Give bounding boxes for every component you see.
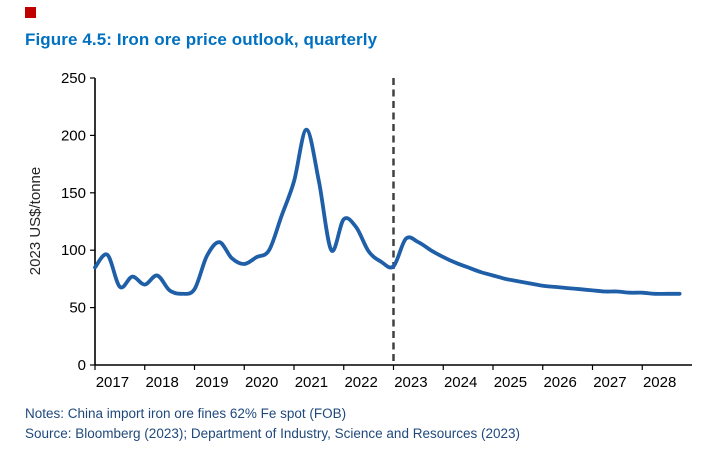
y-axis-title: 2023 US$/tonne	[27, 167, 44, 275]
y-tick-label: 200	[61, 127, 86, 144]
y-tick-label: 100	[61, 242, 86, 259]
y-tick-label: 250	[61, 70, 86, 87]
x-tick-label: 2028	[643, 374, 676, 391]
chart-layers: 0 50 100 150 200 250 2017 2018 2019 2020 2021 2022 2…	[61, 70, 692, 391]
figure-title: Figure 4.5: Iron ore price outlook, quar…	[25, 30, 378, 49]
x-tick-label: 2025	[494, 374, 527, 391]
x-tick-label: 2017	[96, 374, 129, 391]
source-line: Source: Bloomberg (2023); Department of …	[25, 426, 521, 441]
chart-canvas: 2023 US$/tonne 0 50 100 150 200 250 2017 2018 20…	[27, 70, 692, 391]
x-tick-label: 2022	[344, 374, 377, 391]
chart-footer: Notes: China import iron ore fines 62% F…	[25, 404, 520, 444]
notes-line: Notes: China import iron ore fines 62% F…	[25, 406, 347, 421]
x-tick-label: 2026	[543, 374, 576, 391]
x-tick-label: 2027	[593, 374, 626, 391]
iron-ore-price-chart: 2023 US$/tonne 0 50 100 150 200 250 2017 2018 20…	[25, 68, 697, 400]
price-line	[93, 127, 682, 296]
x-tick-label: 2021	[295, 374, 328, 391]
x-tick-label: 2023	[394, 374, 427, 391]
x-tick-label: 2020	[245, 374, 278, 391]
y-tick-label: 150	[61, 185, 86, 202]
x-tick-label: 2019	[195, 374, 228, 391]
x-tick-label: 2018	[145, 374, 178, 391]
x-tick-label: 2024	[444, 374, 477, 391]
y-tick-label: 50	[69, 300, 86, 317]
y-tick-label: 0	[78, 357, 86, 374]
logo-square	[25, 7, 36, 18]
